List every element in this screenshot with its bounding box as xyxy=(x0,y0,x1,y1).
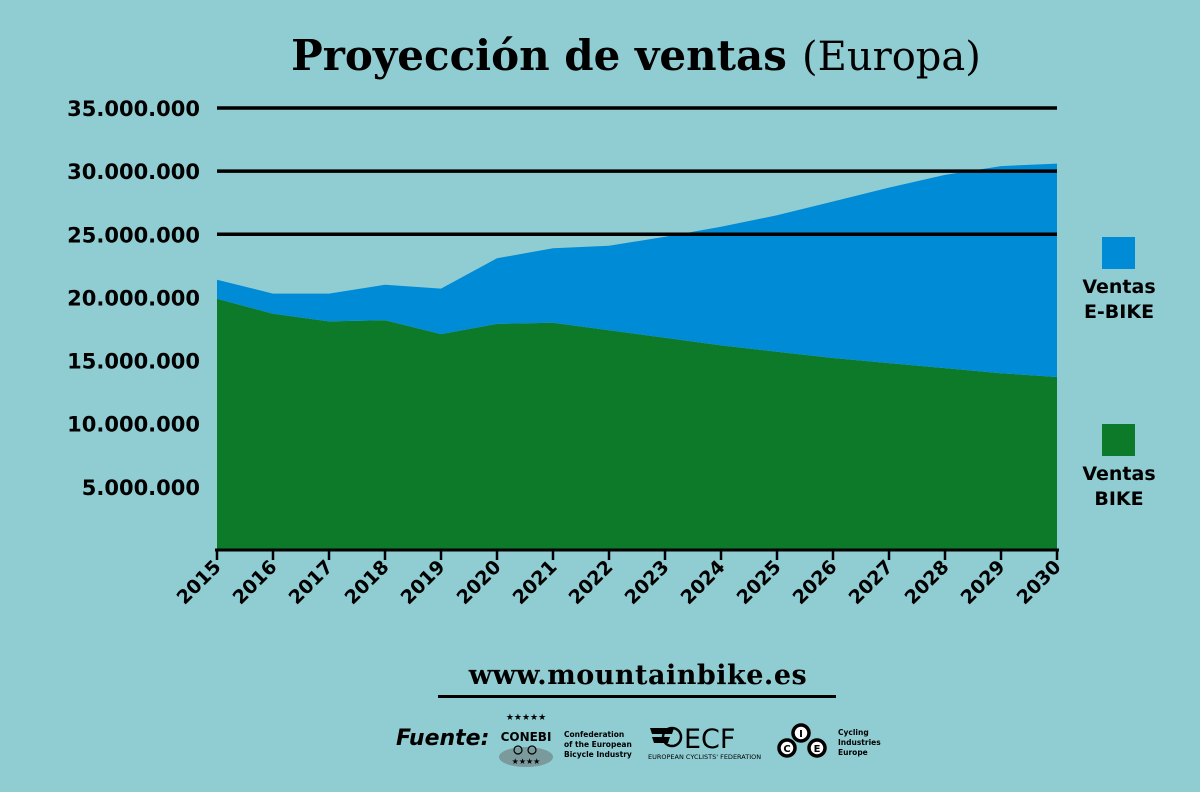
cie-desc-3: Europe xyxy=(838,748,868,757)
x-tick-label: 2026 xyxy=(789,556,842,609)
x-tick-label: 2025 xyxy=(733,556,786,609)
cie-desc-1: Cycling xyxy=(838,728,869,737)
ecf-logo-desc: EUROPEAN CYCLISTS' FEDERATION xyxy=(648,753,761,761)
y-tick-label: 10.000.000 xyxy=(67,413,200,437)
x-tick-label: 2024 xyxy=(677,556,730,609)
chart-areas xyxy=(217,163,1057,550)
conebi-stars-top: ★★★★★ xyxy=(506,713,546,723)
legend-swatch xyxy=(1102,424,1135,456)
legend-label-line1: Ventas xyxy=(1082,276,1155,298)
ecf-circle-icon xyxy=(661,726,683,748)
cie-letter-i: I xyxy=(799,729,803,740)
x-tick-label: 2030 xyxy=(1013,556,1066,609)
conebi-desc-1: Confederation xyxy=(564,730,624,739)
legend-label-line2: E-BIKE xyxy=(1084,301,1154,323)
legend-label-line1: Ventas xyxy=(1082,463,1155,485)
area-series-bike xyxy=(217,298,1057,550)
cie-letter-e: E xyxy=(814,744,821,755)
area-series-ebike xyxy=(217,163,1057,377)
chart-title-bold: Proyección de ventas xyxy=(291,31,787,80)
chart-title: Proyección de ventas (Europa) xyxy=(291,31,981,80)
x-tick-label: 2018 xyxy=(341,556,394,609)
x-tick-label: 2020 xyxy=(453,556,506,609)
y-tick-label: 30.000.000 xyxy=(67,160,200,184)
ecf-logo-name: ECF xyxy=(684,724,735,755)
cie-circle-i xyxy=(791,723,811,743)
y-axis-ticks: 5.000.000 10.000.000 15.000.000 20.000.000 2… xyxy=(67,97,200,500)
x-tick-label: 2017 xyxy=(285,556,338,609)
cie-circle-e xyxy=(807,738,827,758)
legend-swatch xyxy=(1102,237,1135,269)
x-tick-label: 2016 xyxy=(229,556,282,609)
legend-label-line2: BIKE xyxy=(1094,488,1143,510)
y-tick-label: 15.000.000 xyxy=(67,350,200,374)
x-tick-label: 2029 xyxy=(957,556,1010,609)
chart-gridlines xyxy=(217,106,1057,237)
conebi-desc-2: of the European xyxy=(564,740,632,749)
cie-circle-c xyxy=(777,738,797,758)
y-tick-label: 25.000.000 xyxy=(67,223,200,247)
ecf-wing-icon xyxy=(650,728,674,743)
conebi-logo-name: CONEBI xyxy=(501,730,552,744)
footer-url-underline xyxy=(438,695,836,698)
x-tick-label: 2028 xyxy=(901,556,954,609)
x-tick-label: 2019 xyxy=(397,556,450,609)
x-tick-label: 2015 xyxy=(173,556,226,609)
y-tick-label: 20.000.000 xyxy=(67,286,200,310)
conebi-desc-3: Bicycle Industry xyxy=(564,750,632,759)
x-tick-label: 2022 xyxy=(565,556,618,609)
chart-legend: Ventas E-BIKE Ventas BIKE xyxy=(1082,237,1156,510)
cie-letter-c: C xyxy=(783,744,790,755)
bike-wheel-icon xyxy=(527,745,537,755)
conebi-logo: ★★★★★ CONEBI ★★★★ Confederation of the E… xyxy=(499,713,632,767)
x-tick-label: 2021 xyxy=(509,556,562,609)
y-tick-label: 5.000.000 xyxy=(82,476,200,500)
conebi-logo-base xyxy=(499,747,553,767)
bike-wheel-icon xyxy=(513,745,523,755)
cie-desc-2: Industries xyxy=(838,738,881,747)
x-axis: 2015 2016 2017 2018 2019 2020 2021 2022 2023 2024… xyxy=(173,548,1066,609)
cie-logo: C I E Cycling Industries Europe xyxy=(777,723,881,758)
source-label: Fuente: xyxy=(396,726,490,751)
footer-url[interactable]: www.mountainbike.es xyxy=(468,660,808,691)
x-tick-label: 2027 xyxy=(845,556,898,609)
chart-title-light: (Europa) xyxy=(802,34,981,80)
ecf-logo: ECF EUROPEAN CYCLISTS' FEDERATION xyxy=(648,724,761,761)
x-tick-label: 2023 xyxy=(621,556,674,609)
conebi-stars-bottom: ★★★★ xyxy=(512,757,541,766)
y-tick-label: 35.000.000 xyxy=(67,97,200,121)
